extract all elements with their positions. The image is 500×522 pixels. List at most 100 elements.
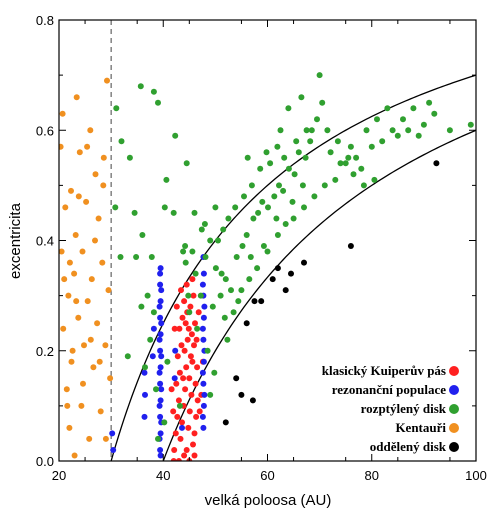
- data-point: [258, 298, 265, 305]
- data-point: [158, 386, 165, 393]
- data-point: [274, 232, 281, 238]
- data-point: [158, 287, 165, 294]
- data-point: [209, 303, 216, 310]
- data-point: [181, 452, 188, 459]
- data-point: [99, 259, 106, 266]
- data-point: [171, 447, 178, 453]
- data-point: [173, 303, 180, 310]
- data-point: [178, 287, 184, 294]
- data-point: [285, 165, 292, 172]
- data-point: [153, 386, 159, 393]
- data-point: [76, 149, 83, 156]
- data-point: [102, 342, 109, 349]
- data-point: [220, 226, 227, 233]
- data-point: [405, 127, 412, 134]
- data-point: [232, 204, 239, 211]
- data-point: [199, 325, 206, 332]
- data-point: [81, 342, 87, 349]
- data-point: [201, 221, 208, 227]
- data-point: [60, 325, 67, 332]
- data-point: [157, 347, 164, 354]
- data-point: [182, 386, 189, 393]
- data-point: [301, 259, 307, 266]
- data-point: [281, 154, 288, 161]
- data-point: [342, 160, 349, 167]
- legend: klasický Kuiperův pás rezonanční populace…: [322, 363, 459, 454]
- data-point: [171, 325, 178, 332]
- data-point: [250, 215, 257, 222]
- data-point: [467, 121, 474, 128]
- data-point: [170, 209, 177, 216]
- y-tick-label: 0.8: [36, 13, 54, 28]
- data-point: [217, 292, 224, 299]
- data-point: [345, 154, 352, 161]
- data-point: [298, 94, 305, 101]
- data-point: [207, 237, 214, 244]
- data-point: [117, 254, 124, 260]
- data-point: [80, 380, 86, 387]
- data-point: [102, 435, 109, 442]
- data-point: [174, 413, 181, 420]
- data-point: [274, 143, 281, 150]
- data-point: [257, 165, 264, 172]
- data-point: [177, 435, 184, 442]
- data-point: [182, 320, 189, 327]
- data-point: [193, 413, 200, 420]
- data-point: [185, 292, 192, 299]
- data-point: [201, 303, 208, 310]
- data-point: [189, 276, 196, 283]
- data-point: [185, 325, 192, 332]
- data-point: [200, 336, 207, 343]
- data-point: [92, 237, 98, 244]
- data-point: [192, 270, 199, 277]
- data-point: [188, 331, 195, 338]
- data-point: [133, 254, 140, 260]
- data-point: [228, 287, 234, 294]
- data-point: [255, 209, 262, 216]
- data-point: [105, 287, 112, 294]
- legend-marker: [449, 423, 459, 433]
- data-point: [170, 458, 177, 461]
- data-point: [178, 342, 185, 349]
- data-point: [157, 270, 164, 277]
- data-point: [303, 127, 310, 134]
- data-point: [222, 276, 229, 283]
- data-point: [433, 160, 440, 167]
- data-point: [181, 347, 188, 354]
- data-point: [420, 121, 427, 128]
- data-point: [371, 176, 378, 183]
- data-point: [260, 243, 267, 249]
- data-point: [72, 232, 79, 238]
- data-point: [282, 287, 289, 294]
- data-point: [199, 281, 206, 288]
- data-point: [59, 143, 64, 150]
- tick-labels: 20 40 60 80 100 0.0 0.2 0.4 0.6 0.8: [36, 13, 487, 483]
- data-point: [384, 105, 391, 112]
- x-tick-label: 60: [260, 468, 274, 483]
- data-point: [274, 265, 281, 272]
- data-point: [327, 149, 334, 156]
- data-point: [374, 116, 380, 123]
- data-point: [126, 154, 133, 161]
- data-point: [288, 270, 294, 277]
- data-point: [179, 314, 186, 321]
- data-point: [97, 408, 104, 415]
- data-point: [96, 358, 103, 365]
- data-point: [263, 149, 270, 156]
- data-point: [157, 298, 164, 305]
- legend-label: rezonanční populace: [332, 382, 446, 397]
- legend-marker: [449, 385, 459, 395]
- data-point: [61, 276, 68, 283]
- data-point: [156, 369, 163, 376]
- data-point: [222, 419, 229, 426]
- legend-marker: [449, 442, 459, 452]
- data-point: [280, 187, 287, 194]
- data-point: [347, 243, 354, 249]
- data-point: [235, 298, 242, 305]
- series-2: [112, 72, 474, 442]
- data-point: [175, 397, 182, 404]
- data-point: [379, 138, 386, 145]
- data-point: [360, 182, 367, 189]
- data-point: [259, 198, 266, 205]
- data-point: [302, 154, 309, 161]
